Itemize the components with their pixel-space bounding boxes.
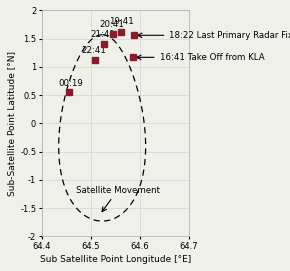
Text: 20:41: 20:41 (99, 20, 124, 28)
Text: 19:41: 19:41 (109, 17, 134, 26)
Text: 16:41 Take Off from KLA: 16:41 Take Off from KLA (137, 53, 264, 62)
Text: 00:19: 00:19 (58, 79, 83, 88)
Y-axis label: Sub-Satellite Point Latitude [°N]: Sub-Satellite Point Latitude [°N] (7, 51, 16, 196)
Text: Satellite Movement: Satellite Movement (76, 186, 160, 212)
Text: 21:41: 21:41 (90, 30, 115, 39)
Text: 18:22 Last Primary Radar Fix: 18:22 Last Primary Radar Fix (137, 31, 290, 40)
Text: 22:41: 22:41 (81, 46, 106, 55)
X-axis label: Sub Satellite Point Longitude [°E]: Sub Satellite Point Longitude [°E] (40, 255, 191, 264)
